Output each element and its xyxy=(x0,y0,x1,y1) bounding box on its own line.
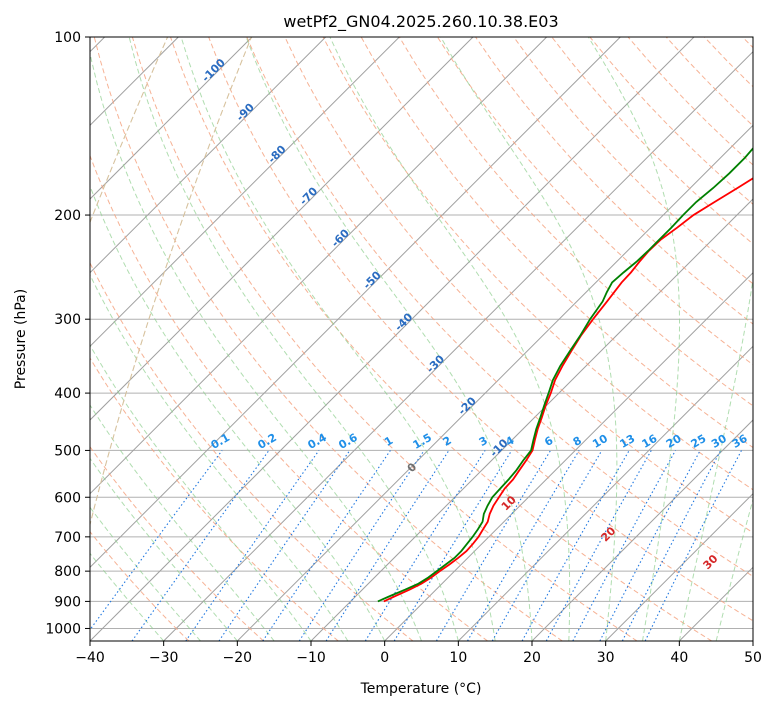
mixing-ratio-line xyxy=(572,450,677,641)
mixing-ratio-line xyxy=(218,450,351,641)
mixing-ratio-line xyxy=(298,450,425,641)
isotherm-line xyxy=(90,37,400,348)
x-tick-label: −10 xyxy=(296,650,326,666)
mixing-ratio-line xyxy=(521,450,630,641)
y-tick-label: 600 xyxy=(54,490,81,506)
moist-adiabat-line xyxy=(587,37,680,641)
moist-adiabat-line xyxy=(90,457,238,641)
moist-adiabat-line xyxy=(715,497,753,641)
moist-adiabat-line xyxy=(180,37,496,641)
y-tick-label: 800 xyxy=(54,564,81,580)
x-tick-label: 20 xyxy=(523,650,541,666)
moist-adiabat-line xyxy=(90,344,312,641)
y-tick-label: 700 xyxy=(54,530,81,546)
dry-adiabat-line xyxy=(284,37,753,534)
y-tick-label: 500 xyxy=(54,443,81,459)
dry-adiabat-line xyxy=(90,530,190,641)
temperature-profile xyxy=(383,177,753,603)
plot-frame xyxy=(89,36,754,642)
isotherm-line xyxy=(90,37,327,274)
isotherm-line xyxy=(531,419,753,641)
moist-adiabat-line xyxy=(90,404,275,641)
x-tick-label: 40 xyxy=(670,650,688,666)
dry-adiabat-line xyxy=(208,37,753,622)
isotherm-line xyxy=(90,37,474,421)
dry-adiabat-line xyxy=(90,154,488,641)
moist-adiabat-line xyxy=(245,37,533,641)
x-axis-label: Temperature (°C) xyxy=(360,681,482,697)
moist-adiabat-line xyxy=(90,273,349,641)
isotherm-line xyxy=(605,492,753,641)
dry-adiabat-line xyxy=(90,261,414,641)
chart-title: wetPf2_GN04.2025.260.10.38.E03 xyxy=(283,12,558,32)
dry-adiabat-line xyxy=(513,37,753,285)
plot-grid xyxy=(90,37,753,641)
isotherm-line xyxy=(163,50,753,641)
dry-adiabat-line xyxy=(360,37,753,449)
x-tick-label: 0 xyxy=(380,650,389,666)
x-tick-label: 10 xyxy=(449,650,467,666)
x-tick-label: −40 xyxy=(75,650,105,666)
y-tick-label: 100 xyxy=(54,30,81,46)
moist-adiabat-line xyxy=(329,37,571,641)
y-tick-label: 400 xyxy=(54,386,81,402)
y-tick-label: 900 xyxy=(54,594,81,610)
moist-adiabat-line xyxy=(128,37,459,641)
plot-data xyxy=(377,147,753,603)
mixing-ratio-line xyxy=(325,450,450,641)
isotherm-line xyxy=(457,345,753,641)
moist-adiabat-line xyxy=(440,37,618,641)
dry-adiabat-line xyxy=(322,37,753,491)
x-tick-label: 50 xyxy=(744,650,762,666)
moist-adiabat-line xyxy=(678,37,753,641)
mixing-ratio-line xyxy=(131,450,270,641)
dry-adiabat-line xyxy=(90,445,264,641)
x-tick-label: 30 xyxy=(597,650,615,666)
dry-adiabat-line xyxy=(93,37,563,641)
mixing-ratio-line xyxy=(644,450,742,641)
dry-adiabat-line xyxy=(437,37,753,366)
y-tick-label: 300 xyxy=(54,312,81,328)
dry-adiabat-line xyxy=(90,357,339,641)
isotherm-line xyxy=(236,124,753,641)
moist-adiabat-line xyxy=(90,50,422,641)
mixing-ratio-line xyxy=(545,450,652,641)
x-tick-label: −20 xyxy=(223,650,253,666)
mixing-ratio-line xyxy=(393,450,513,641)
y-tick-label: 1000 xyxy=(45,621,81,637)
isotherm-line xyxy=(90,37,621,569)
mixing-ratio-line xyxy=(90,450,223,631)
dewpoint-profile xyxy=(377,147,753,603)
y-tick-label: 200 xyxy=(54,208,81,224)
reference-curve xyxy=(90,37,252,527)
isotherm-line xyxy=(90,37,548,495)
mixing-ratio-line xyxy=(185,450,320,641)
mixing-ratio-line xyxy=(262,450,391,641)
isotherm-line xyxy=(90,37,253,200)
x-tick-label: −30 xyxy=(149,650,179,666)
dry-adiabat-line xyxy=(170,37,713,641)
moist-adiabat-line xyxy=(90,184,386,641)
dry-adiabat-line xyxy=(246,37,753,577)
isotherm-line xyxy=(384,271,753,641)
dry-adiabat-line xyxy=(131,37,638,641)
y-axis-label: Pressure (hPa) xyxy=(13,289,29,389)
